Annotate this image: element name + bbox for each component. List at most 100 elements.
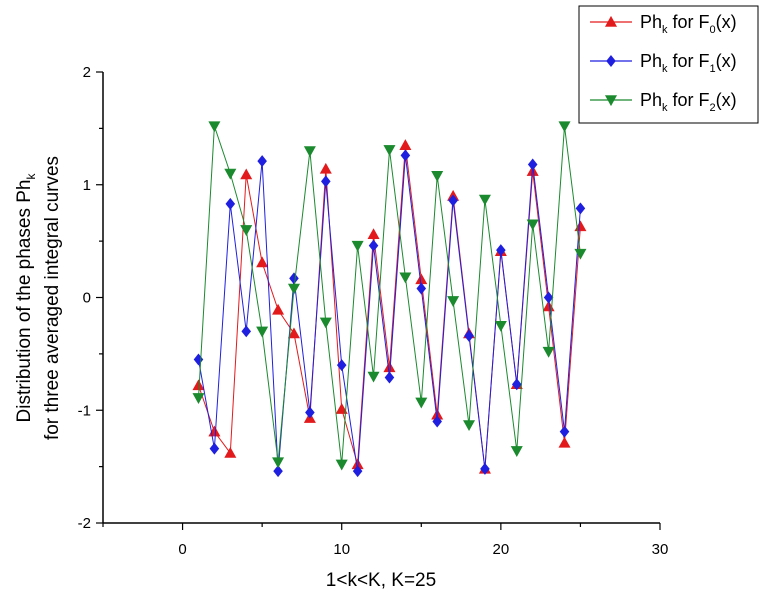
legend-label-tail: (x) — [716, 90, 737, 110]
data-point — [559, 425, 570, 438]
data-point — [224, 168, 237, 180]
data-point — [415, 273, 428, 285]
y-tick-label: 0 — [83, 290, 91, 307]
legend-marker — [606, 55, 616, 67]
data-point — [257, 155, 267, 168]
data-point — [240, 168, 253, 180]
data-point — [574, 248, 587, 260]
data-point — [305, 406, 315, 419]
legend: Phk for F0(x)Phk for F1(x)Phk for F2(x) — [578, 5, 759, 124]
data-point — [225, 197, 236, 210]
data-point — [321, 175, 331, 188]
data-point — [400, 149, 411, 162]
legend-entry: Phk for F2(x) — [590, 90, 737, 114]
data-point — [209, 442, 220, 455]
legend-label-mid: for F — [668, 51, 710, 71]
data-point — [240, 225, 253, 236]
data-point — [526, 219, 539, 231]
data-point — [383, 145, 396, 156]
data-point — [367, 371, 380, 383]
data-point — [558, 436, 571, 448]
data-point — [208, 121, 221, 133]
legend-marker — [604, 95, 618, 107]
data-point — [272, 303, 285, 315]
data-point — [256, 326, 269, 338]
y-tick-label: 2 — [83, 64, 91, 81]
legend-label-main: Ph — [640, 51, 662, 71]
data-point — [224, 446, 237, 458]
series-2 — [192, 121, 587, 471]
data-point — [256, 256, 269, 268]
data-point — [367, 228, 380, 240]
y-tick-label: -2 — [78, 515, 91, 532]
data-point — [575, 202, 586, 215]
legend-label-sub: 0 — [710, 24, 716, 36]
y-axis-title-subscript: k — [24, 173, 38, 180]
data-point — [351, 240, 364, 252]
x-tick-label: 0 — [178, 541, 186, 558]
legend-label-mid: for F — [668, 90, 710, 110]
data-point — [319, 162, 332, 174]
data-point — [496, 244, 506, 257]
legend-label-tail: (x) — [716, 51, 737, 71]
y-axis-title-main: Distribution of the phases Ph — [14, 180, 35, 423]
data-point — [352, 465, 363, 478]
x-tick-label: 10 — [333, 541, 350, 558]
series-1 — [193, 149, 586, 478]
x-axis-title: 1<k<K, K=25 — [326, 570, 436, 591]
data-point — [543, 291, 554, 304]
data-point — [510, 446, 523, 457]
plot-area: 0 10 20 30 -2 -1 0 1 2 — [78, 64, 669, 558]
x-tick-label: 20 — [493, 541, 510, 558]
data-point — [193, 353, 204, 366]
data-point — [448, 194, 458, 207]
data-point — [335, 459, 348, 471]
data-point — [399, 139, 412, 150]
data-point — [272, 457, 285, 469]
data-point — [527, 158, 538, 171]
data-point — [303, 146, 316, 158]
legend-label-sub: k — [662, 24, 668, 36]
data-point — [336, 359, 347, 372]
data-point — [384, 371, 395, 384]
data-point — [241, 325, 252, 338]
data-point — [542, 346, 555, 358]
data-point — [335, 403, 348, 414]
legend-label-sub: 2 — [710, 102, 716, 114]
x-tick-label: 30 — [652, 541, 669, 558]
data-point — [480, 462, 490, 475]
legend-label-sub: k — [662, 63, 668, 75]
data-point — [319, 317, 332, 329]
legend-label: Phk for F2(x) — [640, 90, 737, 114]
y-tick-label: 1 — [83, 177, 91, 194]
data-point — [399, 272, 412, 284]
y-tick-label: -1 — [78, 402, 91, 419]
legend-label: Phk for F1(x) — [640, 51, 737, 75]
legend-marker — [604, 15, 618, 27]
data-point — [415, 397, 428, 409]
data-point — [494, 320, 507, 332]
legend-entry: Phk for F1(x) — [590, 51, 737, 75]
data-point — [289, 272, 299, 285]
legend-label-main: Ph — [640, 90, 662, 110]
data-point — [287, 283, 300, 295]
data-point — [511, 378, 522, 391]
data-point — [464, 329, 474, 342]
series-line — [198, 155, 581, 472]
axis-ticks — [96, 71, 661, 530]
data-point — [287, 327, 300, 339]
legend-label-main: Ph — [640, 12, 662, 32]
data-point — [432, 415, 442, 428]
data-point — [463, 420, 476, 432]
data-point — [447, 296, 460, 308]
legend-label-mid: for F — [668, 12, 710, 32]
data-point — [416, 282, 427, 295]
legend-label-tail: (x) — [716, 12, 737, 32]
tick-labels: 0 10 20 30 -2 -1 0 1 2 — [78, 64, 669, 558]
data-point — [478, 194, 491, 206]
legend-entry: Phk for F0(x) — [590, 12, 737, 36]
y-axis-title-line2: for three averaged integral curves — [42, 156, 63, 440]
data-point — [383, 361, 396, 373]
data-point — [192, 393, 205, 404]
